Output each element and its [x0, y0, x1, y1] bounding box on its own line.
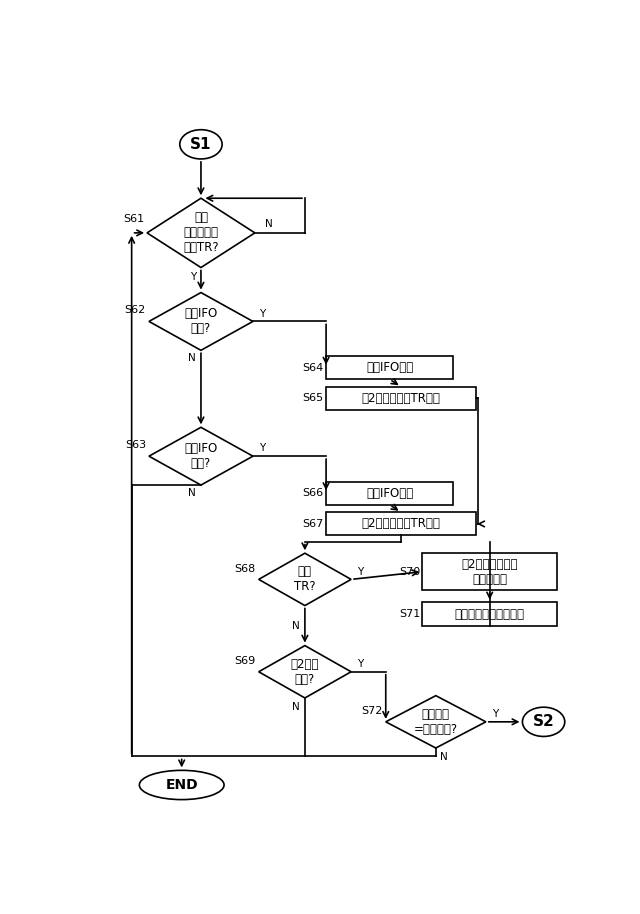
Text: N: N — [265, 218, 273, 228]
Text: 現在価格
=起点価格?: 現在価格 =起点価格? — [413, 707, 458, 736]
Text: END: END — [165, 778, 198, 792]
Text: 高額IFO取消: 高額IFO取消 — [366, 486, 413, 500]
Text: N: N — [188, 488, 196, 498]
Text: Y: Y — [259, 443, 266, 453]
Text: 第2順位
成立?: 第2順位 成立? — [291, 658, 319, 686]
Text: Y: Y — [190, 271, 196, 282]
Text: 発注済みフラグクリア: 発注済みフラグクリア — [454, 608, 525, 621]
Text: N: N — [188, 353, 196, 363]
Text: S68: S68 — [234, 564, 255, 574]
Text: N: N — [292, 702, 300, 712]
Text: 第2順位の注文TR発生: 第2順位の注文TR発生 — [362, 517, 440, 530]
Text: S71: S71 — [399, 609, 420, 619]
Text: N: N — [440, 752, 447, 762]
Text: Y: Y — [357, 567, 364, 577]
Text: 低額IFO取消: 低額IFO取消 — [366, 361, 413, 374]
Text: S66: S66 — [303, 488, 324, 498]
Text: S1: S1 — [190, 137, 212, 152]
Text: S72: S72 — [362, 707, 383, 717]
Text: Y: Y — [259, 309, 266, 319]
Text: 発注
した商品の
約定TR?: 発注 した商品の 約定TR? — [183, 211, 219, 254]
Text: S2: S2 — [532, 715, 554, 729]
Text: S65: S65 — [303, 393, 324, 403]
Text: S63: S63 — [125, 440, 146, 450]
Text: Y: Y — [357, 659, 364, 669]
Text: 約定
TR?: 約定 TR? — [294, 566, 316, 593]
Text: S64: S64 — [303, 363, 324, 373]
Text: S61: S61 — [123, 214, 144, 224]
Text: 低額IFO
成立?: 低額IFO 成立? — [184, 442, 218, 470]
Text: 高額IFO
成立?: 高額IFO 成立? — [184, 307, 218, 335]
Text: 第2順位の未成立
を取り消し: 第2順位の未成立 を取り消し — [461, 558, 518, 586]
Text: S62: S62 — [125, 305, 146, 315]
Text: Y: Y — [492, 709, 498, 719]
Text: S70: S70 — [399, 567, 420, 577]
Text: N: N — [292, 621, 300, 631]
Text: 第2順位の注文TR発生: 第2順位の注文TR発生 — [362, 392, 440, 405]
Text: S69: S69 — [234, 656, 255, 666]
Text: S67: S67 — [303, 519, 324, 529]
